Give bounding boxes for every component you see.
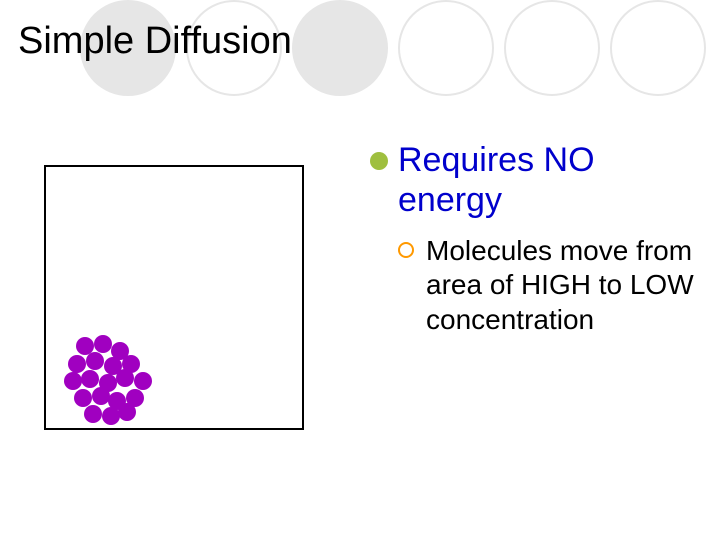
bullet-level-2-text: Molecules move from area of HIGH to LOW … <box>426 235 694 334</box>
molecule-dot <box>118 403 136 421</box>
diffusion-figure-box <box>44 165 304 430</box>
deco-circle <box>610 0 706 96</box>
deco-circle <box>504 0 600 96</box>
bullet-level-1-text: Requires NO energy <box>398 141 595 219</box>
molecule-dot <box>84 405 102 423</box>
deco-circle <box>292 0 388 96</box>
molecule-dot <box>134 372 152 390</box>
content-area: Requires NO energy Molecules move from a… <box>370 140 696 337</box>
deco-circle <box>398 0 494 96</box>
molecule-dot <box>64 372 82 390</box>
molecule-dot <box>81 370 99 388</box>
molecule-dot <box>86 352 104 370</box>
molecule-dot <box>68 355 86 373</box>
slide: Simple Diffusion Requires NO energy Mole… <box>0 0 720 540</box>
slide-title: Simple Diffusion <box>18 20 292 63</box>
molecule-dot <box>94 335 112 353</box>
molecule-dot <box>74 389 92 407</box>
molecule-dot <box>116 369 134 387</box>
bullet-ring-icon <box>398 242 414 258</box>
bullet-level-2: Molecules move from area of HIGH to LOW … <box>370 234 696 336</box>
bullet-dot-icon <box>370 152 388 170</box>
bullet-level-1: Requires NO energy <box>370 140 696 220</box>
